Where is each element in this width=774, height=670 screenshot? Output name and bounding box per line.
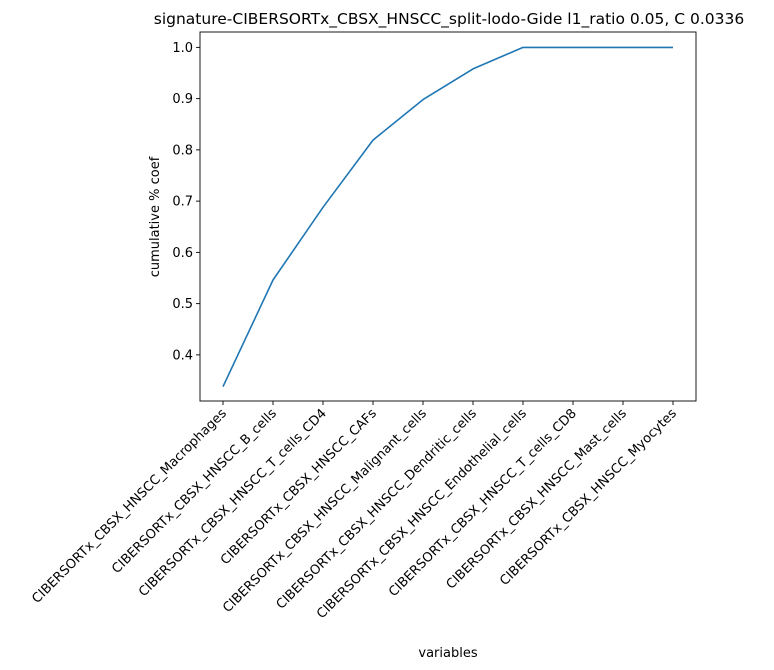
y-tick-label: 0.9 [172,92,193,107]
y-tick-label: 0.5 [172,297,193,312]
x-axis-label: variables [418,646,477,661]
plot-area [199,31,697,402]
y-tick-label: 1.0 [172,41,193,56]
chart-title: signature-CIBERSORTx_CBSX_HNSCC_split-lo… [154,10,744,29]
y-axis: 0.4 0.5 0.6 0.7 0.8 0.9 1.0 [172,41,200,363]
axes-frame [199,31,697,402]
y-axis-label: cumulative % coef [148,156,163,277]
y-tick-label: 0.8 [172,143,193,158]
y-tick-label: 0.6 [172,246,193,261]
y-tick-label: 0.4 [172,348,193,363]
series-line-0 [222,46,673,387]
y-tick-label: 0.7 [172,195,193,210]
